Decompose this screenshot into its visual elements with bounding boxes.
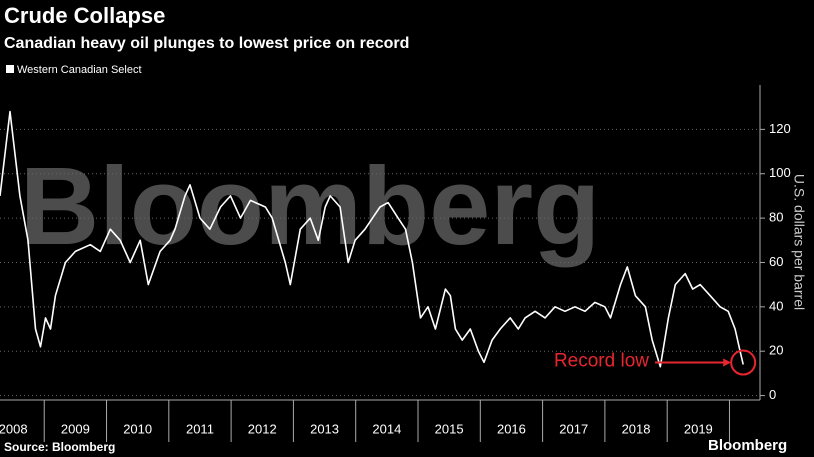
y-axis-label: U.S. dollars per barrel [791, 174, 807, 310]
annotation-arrowhead [723, 358, 732, 367]
annotation-label: Record low [554, 351, 649, 372]
y-tick-label: 0 [769, 387, 776, 402]
watermark: Bloomberg [20, 145, 601, 268]
source: Source: Bloomberg [4, 440, 115, 454]
x-tick-label: 2009 [61, 421, 90, 436]
x-tick-label: 2011 [186, 421, 214, 436]
x-tick-label: 2018 [622, 421, 651, 436]
legend-label: Western Canadian Select [17, 64, 142, 76]
logo: Bloomberg [708, 437, 787, 454]
legend-swatch [6, 65, 14, 73]
chart-subtitle: Canadian heavy oil plunges to lowest pri… [4, 35, 409, 52]
chart-title: Crude Collapse [4, 3, 165, 28]
series-line [0, 110, 744, 368]
y-tick-label: 20 [769, 343, 783, 358]
y-tick-label: 80 [769, 210, 783, 225]
x-tick-label: 2017 [559, 421, 588, 436]
x-tick-label: 2010 [123, 421, 152, 436]
x-tick-label: 2014 [372, 421, 401, 436]
x-tick-label: 2015 [435, 421, 464, 436]
x-tick-label: 2013 [310, 421, 339, 436]
y-tick-label: 40 [769, 298, 783, 313]
x-tick-label: 2019 [684, 421, 713, 436]
y-tick-label: 120 [769, 121, 791, 136]
x-tick-label: 2008 [0, 421, 28, 436]
x-tick-label: 2016 [497, 421, 526, 436]
x-tick-label: 2012 [248, 421, 277, 436]
y-tick-label: 100 [769, 165, 791, 180]
y-tick-label: 60 [769, 254, 783, 269]
